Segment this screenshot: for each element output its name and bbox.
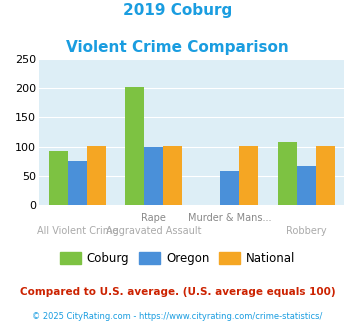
Bar xyxy=(278,143,297,205)
Legend: Coburg, Oregon, National: Coburg, Oregon, National xyxy=(55,247,300,269)
Text: © 2025 CityRating.com - https://www.cityrating.com/crime-statistics/: © 2025 CityRating.com - https://www.city… xyxy=(32,312,323,321)
Bar xyxy=(220,172,239,205)
Bar xyxy=(239,146,258,205)
Text: All Violent Crime: All Violent Crime xyxy=(37,226,118,236)
Bar xyxy=(163,146,182,205)
Bar xyxy=(297,166,316,205)
Bar xyxy=(87,146,106,205)
Bar xyxy=(316,146,335,205)
Text: Murder & Mans...: Murder & Mans... xyxy=(188,213,272,223)
Bar xyxy=(68,161,87,205)
Text: Violent Crime Comparison: Violent Crime Comparison xyxy=(66,40,289,54)
Bar xyxy=(144,147,163,205)
Text: Compared to U.S. average. (U.S. average equals 100): Compared to U.S. average. (U.S. average … xyxy=(20,287,335,297)
Bar xyxy=(49,150,68,205)
Text: Rape: Rape xyxy=(141,213,166,223)
Text: Robbery: Robbery xyxy=(286,226,327,236)
Bar xyxy=(125,87,144,205)
Text: Aggravated Assault: Aggravated Assault xyxy=(106,226,201,236)
Text: 2019 Coburg: 2019 Coburg xyxy=(123,3,232,18)
